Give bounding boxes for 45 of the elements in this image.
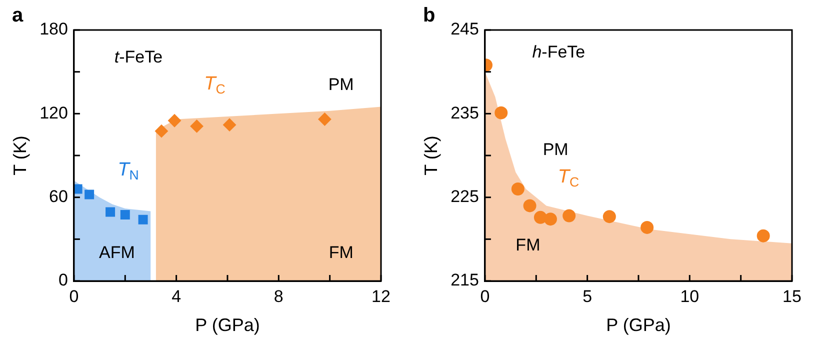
y-tick-label: 225	[450, 187, 479, 206]
y-tick-label: 215	[450, 270, 479, 290]
x-tick-label: 10	[680, 286, 700, 306]
point	[168, 114, 182, 128]
annotation: PM	[542, 140, 568, 160]
x-tick-label: 15	[782, 286, 802, 306]
point	[120, 210, 130, 220]
y-tick-label: 235	[450, 103, 479, 122]
point	[511, 182, 524, 196]
x-tick-label: 12	[372, 286, 390, 306]
annotation: PM	[328, 74, 354, 94]
annotation: FM	[328, 243, 354, 262]
y-tick-label: 0	[58, 270, 68, 290]
point	[138, 214, 148, 224]
y-tick-label: 245	[450, 20, 479, 39]
point	[544, 212, 557, 226]
x-tick-label: 4	[172, 286, 182, 306]
y-axis-title: T (K)	[10, 136, 30, 176]
point	[106, 207, 116, 217]
annotation: h-FeTe	[532, 42, 586, 62]
annotation: AFM	[99, 243, 135, 262]
x-axis-title: P (GPa)	[606, 315, 671, 336]
point	[84, 190, 94, 200]
point	[190, 120, 204, 133]
y-axis-title: T (K)	[420, 136, 441, 176]
chart-title: a	[12, 4, 24, 27]
point	[223, 118, 236, 132]
y-tick-label: 180	[40, 20, 68, 39]
x-tick-label: 5	[582, 286, 592, 306]
annotation: t-FeTe	[114, 47, 163, 66]
point	[74, 184, 82, 194]
point	[494, 106, 508, 120]
point	[602, 210, 616, 224]
point	[154, 124, 168, 138]
point	[562, 209, 576, 222]
point	[756, 229, 770, 242]
point	[523, 199, 536, 212]
y-tick-label: 60	[49, 187, 68, 206]
y-tick-label: 120	[40, 103, 68, 122]
x-tick-label: 8	[274, 286, 284, 306]
point	[640, 220, 654, 234]
x-axis-title: P (GPa)	[195, 315, 260, 336]
annotation: FM	[516, 236, 540, 255]
chart-title: b	[423, 4, 436, 27]
point	[318, 112, 332, 126]
